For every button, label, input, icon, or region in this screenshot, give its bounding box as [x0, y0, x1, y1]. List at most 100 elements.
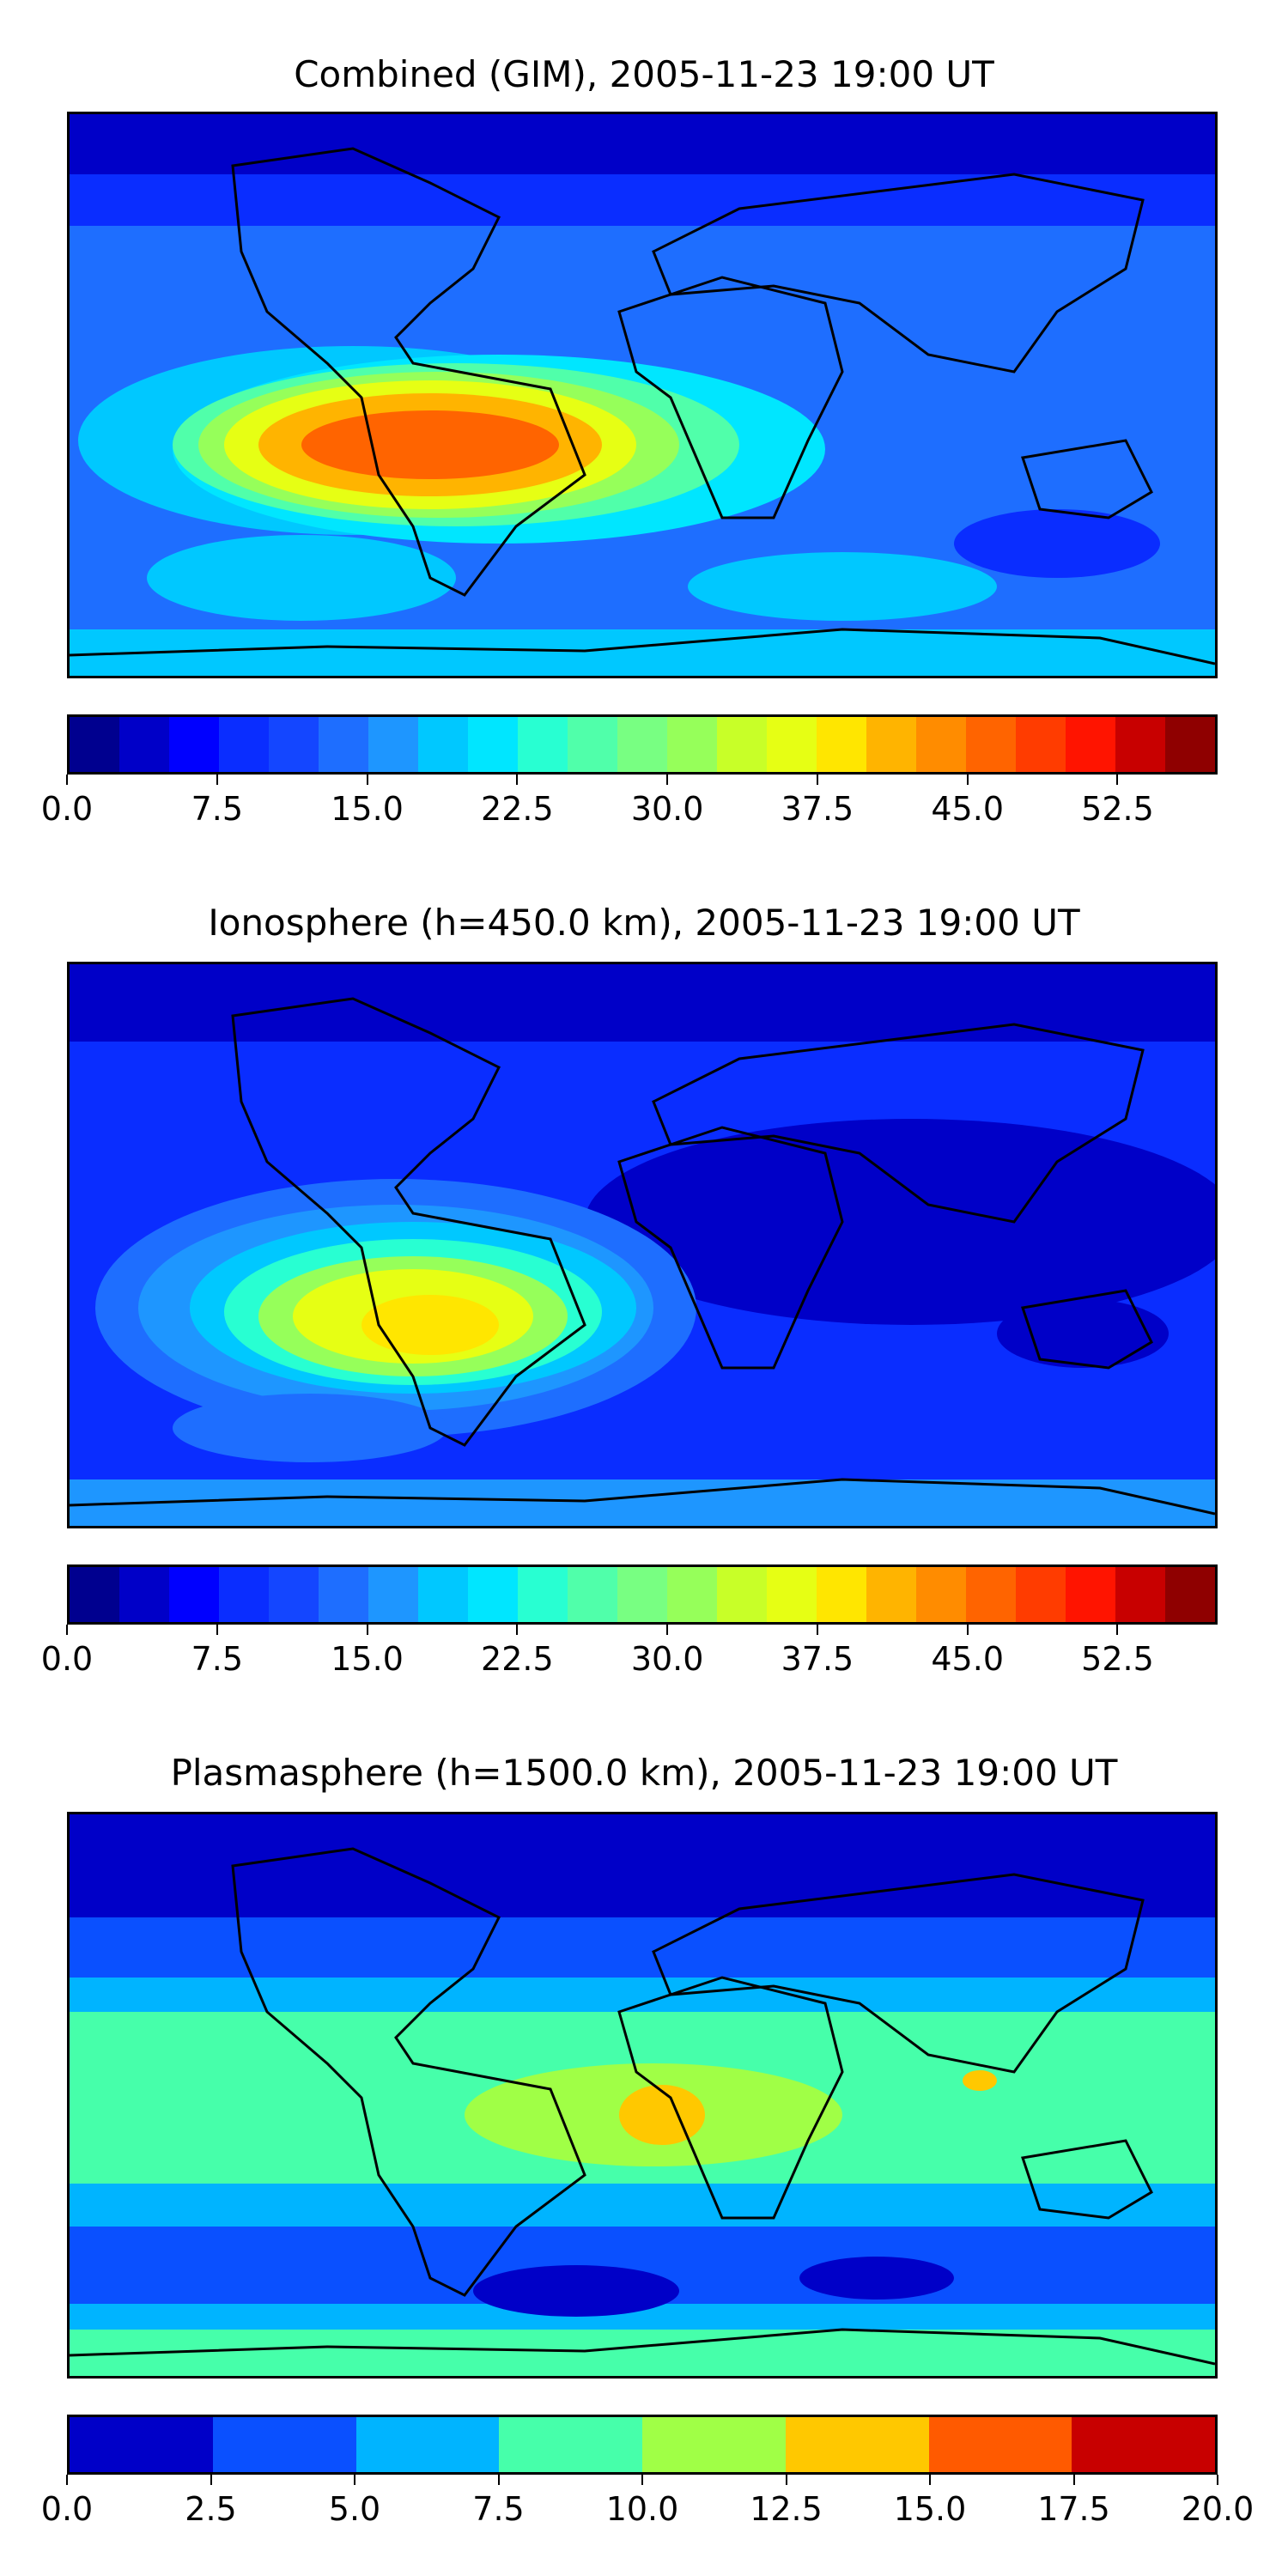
colorbar-tick-label: 37.5 [781, 1640, 854, 1678]
colorbar-segment [119, 1567, 169, 1622]
colorbar-segment [1165, 1567, 1215, 1622]
tec-map-ionosphere [67, 962, 1218, 1528]
colorbar-segment [169, 717, 219, 772]
colorbar-ticks-ionosphere: 0.0 7.5 15.0 22.5 30.0 37.5 45.0 52.5 [41, 1625, 1218, 1678]
colorbar-tick [516, 1625, 519, 1635]
colorbar-tick [816, 1625, 818, 1635]
colorbar-segment [219, 717, 269, 772]
colorbar-segment [667, 1567, 717, 1622]
colorbar-tick-label: 2.5 [185, 2490, 237, 2528]
colorbar-tick-label: 7.5 [191, 790, 243, 828]
colorbar-tick [666, 1625, 669, 1635]
colorbar-tick [1116, 775, 1119, 785]
colorbar-tick [966, 1625, 969, 1635]
colorbar-tick-label: 22.5 [481, 790, 554, 828]
colorbar-segment [1165, 717, 1215, 772]
colorbar-segment [1066, 1567, 1115, 1622]
colorbar-tick [516, 775, 519, 785]
colorbar-tick-label: 20.0 [1181, 2490, 1255, 2528]
colorbar-segment [269, 1567, 319, 1622]
colorbar-tick [66, 775, 68, 785]
colorbar-segment [1072, 2417, 1215, 2472]
colorbar-segment [1016, 717, 1066, 772]
colorbar-segment [1066, 717, 1115, 772]
colorbar-segment [916, 1567, 966, 1622]
colorbar-tick-label: 30.0 [630, 1640, 704, 1678]
colorbar-tick-label: 17.5 [1037, 2490, 1110, 2528]
colorbar-segment [499, 2417, 642, 2472]
colorbar-segment [70, 2417, 213, 2472]
colorbar-tick [216, 775, 218, 785]
colorbar-tick-label: 15.0 [331, 790, 404, 828]
colorbar-tick [366, 1625, 368, 1635]
colorbar-segment [717, 717, 767, 772]
colorbar-segment [767, 717, 817, 772]
colorbar-segment [866, 1567, 916, 1622]
map-title-plasmasphere: Plasmasphere (h=1500.0 km), 2005-11-23 1… [170, 1752, 1118, 1794]
colorbar-segment [518, 717, 568, 772]
colorbar-tick [966, 775, 969, 785]
colorbar-tick [216, 1625, 218, 1635]
colorbar-tick [929, 2475, 931, 2485]
colorbar-tick [641, 2475, 643, 2485]
colorbar-segment [319, 717, 368, 772]
colorbar-segment [1115, 1567, 1165, 1622]
colorbar-tick-label: 5.0 [328, 2490, 381, 2528]
colorbar-segment [355, 2417, 500, 2472]
colorbar-segment [568, 1567, 617, 1622]
colorbar-segment [817, 1567, 866, 1622]
colorbar-segment [717, 1567, 767, 1622]
colorbar-tick-label: 37.5 [781, 790, 854, 828]
colorbar-segment [418, 717, 468, 772]
colorbar-tick-label: 45.0 [931, 1640, 1004, 1678]
colorbar-segment [468, 1567, 518, 1622]
colorbar-tick [1217, 2475, 1218, 2485]
colorbar-segment [70, 1567, 119, 1622]
colorbar-tick [1072, 2475, 1075, 2485]
map-title-combined: Combined (GIM), 2005-11-23 19:00 UT [294, 53, 994, 95]
colorbar-segment [785, 2417, 929, 2472]
colorbar-segment [916, 717, 966, 772]
colorbar-segment [418, 1567, 468, 1622]
colorbar-tick [785, 2475, 787, 2485]
colorbar-tick-label: 0.0 [40, 2490, 94, 2528]
colorbar-tick-label: 22.5 [481, 1640, 554, 1678]
colorbar-tick-label: 7.5 [472, 2490, 525, 2528]
colorbar-segment [767, 1567, 817, 1622]
colorbar-tick [66, 1625, 68, 1635]
colorbar-tick [210, 2475, 212, 2485]
tec-map-plasmasphere [67, 1812, 1218, 2379]
colorbar-segment [928, 2417, 1072, 2472]
colorbar-tick-label: 52.5 [1081, 1640, 1154, 1678]
colorbar-ticks-plasmasphere: 0.0 2.5 5.0 7.5 10.0 12.5 15.0 17.5 20.0 [41, 2475, 1254, 2528]
colorbar-tick-label: 15.0 [331, 1640, 404, 1678]
colorbar-segment [1115, 717, 1165, 772]
colorbar-tick-label: 7.5 [191, 1640, 243, 1678]
colorbar-segment [319, 1567, 368, 1622]
colorbar-segment [368, 1567, 418, 1622]
colorbar-tick-label: 52.5 [1081, 790, 1154, 828]
colorbar-tick [497, 2475, 500, 2485]
colorbar-segment [518, 1567, 568, 1622]
map-title-ionosphere: Ionosphere (h=450.0 km), 2005-11-23 19:0… [208, 902, 1080, 944]
colorbar-tick [354, 2475, 355, 2485]
colorbar-combined [67, 714, 1218, 775]
colorbar-tick [366, 775, 368, 785]
colorbar-tick-label: 10.0 [605, 2490, 679, 2528]
colorbar-tick [816, 775, 818, 785]
colorbar-segment [119, 717, 169, 772]
colorbar-tick [66, 2475, 68, 2485]
colorbar-ticks-combined: 0.0 7.5 15.0 22.5 30.0 37.5 45.0 52.5 [41, 775, 1218, 828]
colorbar-tick [666, 775, 669, 785]
tec-map-combined [67, 112, 1218, 678]
colorbar-plasmasphere [67, 2415, 1218, 2475]
colorbar-tick [1116, 1625, 1119, 1635]
colorbar-segment [568, 717, 617, 772]
colorbar-segment [368, 717, 418, 772]
colorbar-segment [219, 1567, 269, 1622]
colorbar-tick-label: 12.5 [750, 2490, 823, 2528]
colorbar-tick-label: 30.0 [630, 790, 704, 828]
colorbar-segment [1016, 1567, 1066, 1622]
colorbar-ionosphere [67, 1564, 1218, 1625]
colorbar-segment [817, 717, 866, 772]
